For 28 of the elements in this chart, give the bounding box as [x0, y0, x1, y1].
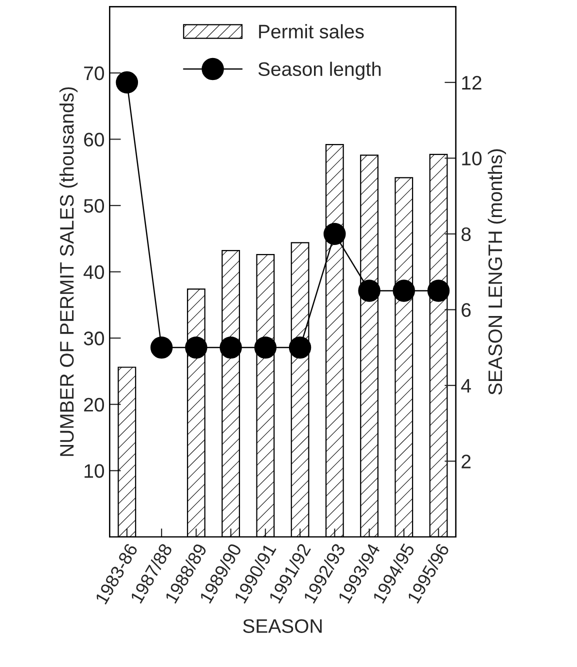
point [427, 280, 450, 302]
y-tick-label: 10 [84, 464, 104, 478]
y2-tick-label: 6 [462, 303, 471, 317]
x-axis-title: SEASON [243, 619, 322, 633]
point [324, 222, 346, 246]
point [358, 280, 380, 302]
y-tick-label: 70 [84, 66, 104, 80]
legend-label: Permit sales [259, 24, 364, 38]
y-tick-label: 40 [84, 265, 104, 280]
y-axis-title: NUMBER OF PERMIT SALES (thousands) [59, 87, 78, 456]
y-tick-label: 30 [84, 332, 104, 346]
y2-tick-label: 2 [462, 454, 471, 468]
point [392, 280, 416, 302]
y-tick-label: 20 [84, 398, 104, 412]
point [288, 336, 312, 359]
y-tick-label: 60 [84, 132, 104, 146]
point [220, 336, 242, 359]
y-tick-label: 50 [84, 198, 104, 213]
y2-tick-label: 4 [461, 379, 471, 392]
y2-axis-title: SEASON LENGTH (months) [488, 149, 506, 395]
y2-tick-label: 12 [462, 76, 482, 90]
y2-tick-label: 8 [462, 227, 471, 242]
point [116, 71, 138, 94]
point [254, 336, 277, 359]
legend-label: Season length [258, 62, 381, 80]
point [150, 336, 173, 359]
y2-tick-label: 10 [462, 152, 482, 166]
point [185, 336, 208, 359]
